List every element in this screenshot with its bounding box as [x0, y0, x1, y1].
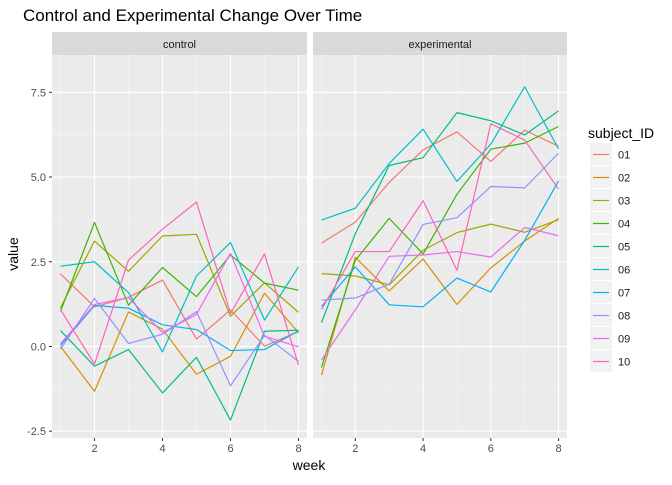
- series-line-experimental-04: [320, 125, 559, 368]
- legend-label: 02: [618, 173, 630, 185]
- legend-label: 04: [618, 219, 630, 231]
- series-line-experimental-01: [321, 129, 559, 244]
- legend-item-07: 07: [590, 281, 630, 303]
- series-line-control-05: [60, 329, 299, 421]
- y-tick-label: 5.0: [31, 172, 46, 184]
- legend-label: 06: [618, 265, 630, 277]
- legend-item-08: 08: [590, 304, 630, 326]
- legend-label: 07: [618, 288, 630, 300]
- x-tick-label: 6: [227, 443, 233, 455]
- legend-label: 05: [618, 242, 630, 254]
- legend-item-04: 04: [590, 212, 630, 234]
- facet-strip-experimental: [313, 32, 567, 55]
- x-tick-label: 8: [555, 443, 561, 455]
- x-tick-label: 4: [420, 443, 426, 455]
- y-tick-label: 2.5: [31, 257, 46, 269]
- panel-experimental: experimental 2 4 6 8: [313, 32, 567, 455]
- x-tick-label: 2: [91, 443, 97, 455]
- panel-background: [313, 55, 567, 438]
- series-line-experimental-09: [320, 226, 559, 361]
- y-tick-label: 7.5: [31, 87, 46, 99]
- legend-item-05: 05: [590, 235, 630, 257]
- y-axis-label: value: [5, 237, 21, 271]
- panels-layer: control 2 4 6 8 -2.5 0.0 2.5 5.0 7.5 experimental 2…: [27, 32, 567, 455]
- x-tick-label: 8: [295, 443, 301, 455]
- x-tick-label: 2: [352, 443, 358, 455]
- x-tick-label: 4: [159, 443, 165, 455]
- series-line-experimental-08: [321, 152, 559, 301]
- x-axis-label: week: [292, 457, 327, 473]
- series-line-control-02: [60, 292, 299, 392]
- facet-label-control: control: [163, 39, 196, 51]
- legend-label: 01: [618, 150, 630, 162]
- legend-label: 09: [618, 334, 630, 346]
- panel-control: control 2 4 6 8 -2.5 0.0 2.5 5.0 7.5: [27, 32, 307, 455]
- legend-item-09: 09: [590, 327, 630, 349]
- legend-title: subject_ID: [588, 125, 654, 141]
- legend-label: 10: [618, 357, 630, 369]
- x-tick-label: 6: [488, 443, 494, 455]
- legend-item-01: 01: [590, 143, 630, 165]
- series-line-control-03: [59, 233, 299, 317]
- series-line-control-04: [59, 221, 299, 312]
- series-line-experimental-03: [321, 219, 559, 286]
- series-line-experimental-07: [321, 180, 560, 308]
- legend-label: 03: [618, 196, 630, 208]
- series-line-experimental-10: [320, 123, 560, 310]
- facet-strip-control: [52, 32, 307, 55]
- series-line-experimental-05: [320, 110, 559, 323]
- chart-title: Control and Experimental Change Over Tim…: [23, 6, 362, 25]
- legend: 01 02 03 04 05 06 07 08 09 10: [590, 143, 630, 372]
- series-line-control-10: [59, 201, 300, 366]
- legend-label: 08: [618, 311, 630, 323]
- panel-background: [52, 55, 307, 438]
- series-line-control-06: [60, 241, 300, 353]
- legend-item-02: 02: [590, 166, 630, 188]
- series-line-experimental-06: [321, 86, 560, 221]
- series-line-control-09: [60, 252, 299, 348]
- legend-item-03: 03: [590, 189, 630, 211]
- legend-item-10: 10: [590, 350, 630, 372]
- legend-item-06: 06: [590, 258, 630, 280]
- series-line-experimental-02: [320, 217, 559, 376]
- y-tick-label: -2.5: [27, 426, 46, 438]
- facet-label-experimental: experimental: [409, 39, 472, 51]
- y-tick-label: 0.0: [31, 341, 46, 353]
